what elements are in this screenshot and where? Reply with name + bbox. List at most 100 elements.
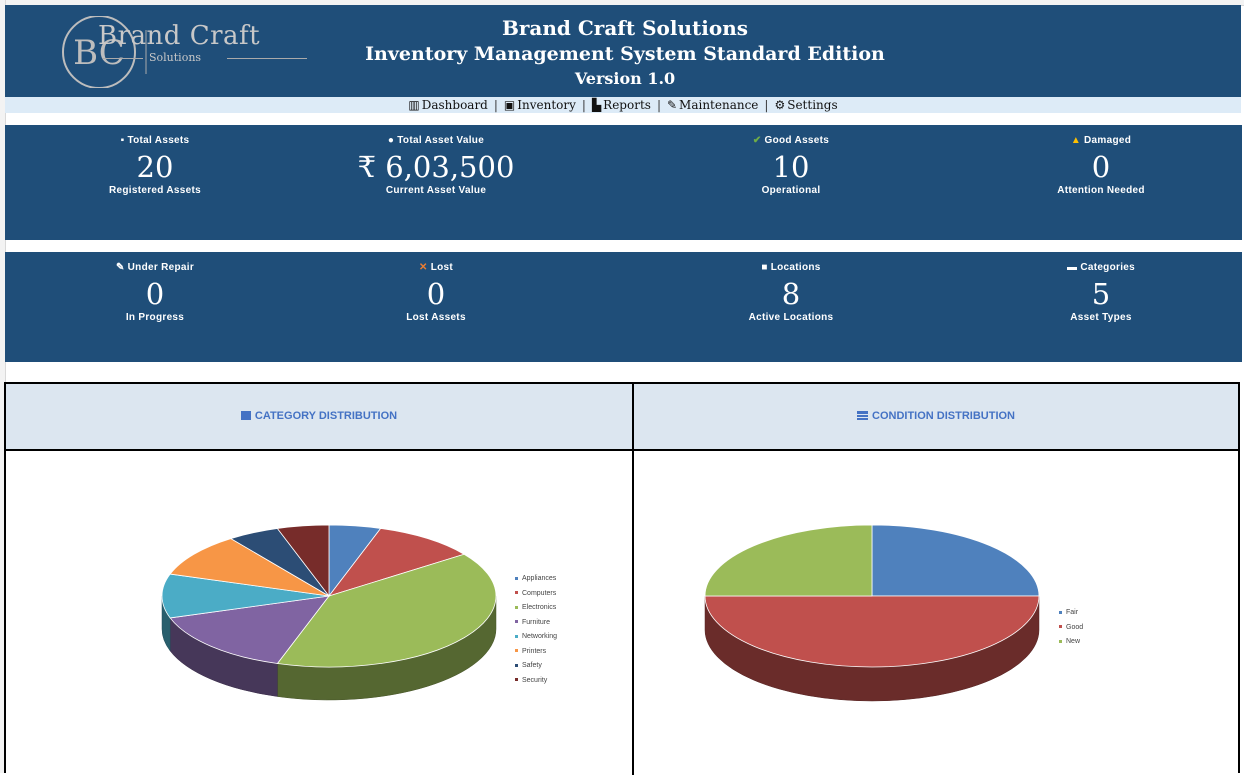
nav-inventory[interactable]: ▣ Inventory xyxy=(504,97,576,113)
condition-chart-header: CONDITION DISTRIBUTION xyxy=(634,384,1238,451)
legend-swatch xyxy=(1059,610,1062,614)
kpi-label-text: Total Asset Value xyxy=(397,135,485,146)
category-slice-security[interactable] xyxy=(276,524,330,598)
building-icon: ■ xyxy=(761,262,768,273)
brand-logo: BC xyxy=(62,16,147,88)
legend-swatch xyxy=(515,576,518,580)
category-slice-electronics[interactable] xyxy=(276,553,497,668)
kpi-label: ▬ Categories xyxy=(981,261,1221,275)
kpi-card-categories: ▬ Categories 5 Asset Types xyxy=(981,261,1221,325)
kpi-subtitle: Registered Assets xyxy=(109,185,201,196)
legend-item-printers: Printers xyxy=(515,645,557,660)
kpi-card-locations: ■ Locations 8 Active Locations xyxy=(671,261,911,325)
kpi-subtitle: Operational xyxy=(761,185,821,196)
logo-monogram: BC xyxy=(73,33,125,73)
legend-swatch xyxy=(515,591,518,595)
legend-item-fair: Fair xyxy=(1059,606,1083,621)
kpi-label: ▲ Damaged xyxy=(981,134,1221,148)
kpi-label: ✎ Under Repair xyxy=(35,261,275,275)
maintenance-icon: ✎ xyxy=(666,98,678,112)
reports-icon: ▙ xyxy=(591,98,602,112)
category-pie-chart xyxy=(161,524,497,701)
legend-label: Appliances xyxy=(522,575,557,582)
legend-item-computers: Computers xyxy=(515,587,557,602)
wrench-icon: ✎ xyxy=(115,262,125,273)
chart-divider xyxy=(632,384,634,775)
legend-label: Printers xyxy=(522,647,547,655)
condition-slice-good[interactable] xyxy=(704,595,1040,668)
kpi-card-total-assets: ▪ Total Assets 20 Registered Assets xyxy=(35,134,275,198)
legend-label: Safety xyxy=(522,662,542,669)
kpi-card-lost: ✕ Lost 0 Lost Assets xyxy=(316,261,556,325)
kpi-label: ■ Locations xyxy=(671,261,911,275)
nav-label: Dashboard xyxy=(421,98,488,112)
nav-settings[interactable]: ⚙ Settings xyxy=(774,97,837,113)
kpi-subtitle: Attention Needed xyxy=(1057,185,1145,196)
category-slice-furniture[interactable] xyxy=(169,595,330,664)
category-slice-networking[interactable] xyxy=(161,573,330,619)
kpi-label-text: Damaged xyxy=(1084,135,1132,146)
nav-separator: | xyxy=(581,98,586,112)
kpi-card-total-asset-value: ● Total Asset Value ₹ 6,03,500 Current Asse… xyxy=(316,134,556,198)
legend-swatch xyxy=(515,634,518,638)
legend-swatch xyxy=(515,620,518,624)
system-title: Inventory Management System Standard Edi… xyxy=(365,43,885,65)
legend-item-safety: Safety xyxy=(515,659,557,674)
category-slice-printers[interactable] xyxy=(169,538,330,597)
legend-swatch xyxy=(515,605,518,609)
legend-item-networking: Networking xyxy=(515,630,557,645)
kpi-card-damaged: ▲ Damaged 0 Attention Needed xyxy=(981,134,1221,198)
header-titles: Brand Craft Solutions Inventory Manageme… xyxy=(325,15,925,91)
condition-slice-fair[interactable] xyxy=(871,524,1040,597)
kpi-label-text: Lost xyxy=(430,262,453,273)
legend-swatch xyxy=(1059,625,1062,629)
legend-item-good: Good xyxy=(1059,621,1083,636)
kpi-label-text: Under Repair xyxy=(127,262,195,273)
kpi-label-text: Locations xyxy=(770,262,821,273)
nav-reports[interactable]: ▙ Reports xyxy=(592,97,651,113)
legend-label: Good xyxy=(1066,623,1084,631)
charts-area: CATEGORY DISTRIBUTION CONDITION DISTRIBU… xyxy=(4,382,1240,775)
logo-divider-left xyxy=(103,58,143,59)
kpi-value: 0 xyxy=(426,277,446,311)
kpi-value: 10 xyxy=(772,150,810,184)
nav-maintenance[interactable]: ✎ Maintenance xyxy=(667,97,758,113)
condition-pie-chart xyxy=(704,524,1040,702)
version-label: Version 1.0 xyxy=(574,69,676,88)
kpi-panel-primary: ▪ Total Assets 20 Registered Assets ● Total A… xyxy=(5,125,1242,240)
category-slice-computers[interactable] xyxy=(327,528,466,597)
legend-swatch xyxy=(515,663,518,667)
kpi-value: 8 xyxy=(781,277,801,311)
logo-divider-right xyxy=(227,58,307,59)
nav-dashboard[interactable]: ▥ Dashboard xyxy=(408,97,487,113)
nav-label: Settings xyxy=(787,98,838,112)
legend-label: New xyxy=(1066,638,1081,645)
legend-item-appliances: Appliances xyxy=(515,572,557,587)
kpi-label-text: Categories xyxy=(1080,262,1135,273)
inventory-icon: ▣ xyxy=(503,98,516,112)
nav-label: Reports xyxy=(603,98,651,112)
kpi-label: ● Total Asset Value xyxy=(316,134,556,148)
kpi-value: 20 xyxy=(136,150,174,184)
kpi-card-under-repair: ✎ Under Repair 0 In Progress xyxy=(35,261,275,325)
legend-item-furniture: Furniture xyxy=(515,616,557,631)
condition-slice-new[interactable] xyxy=(704,524,873,597)
dashboard-icon: ▥ xyxy=(408,98,420,112)
briefcase-icon: ▪ xyxy=(120,135,125,146)
legend-swatch xyxy=(515,649,518,653)
legend-item-new: New xyxy=(1059,635,1083,650)
cross-icon: ✕ xyxy=(419,262,428,273)
legend-item-electronics: Electronics xyxy=(515,601,557,616)
kpi-value: 0 xyxy=(1091,150,1111,184)
legend-label: Security xyxy=(522,676,548,684)
kpi-value: ₹ 6,03,500 xyxy=(357,150,515,184)
logo-tagline: Solutions xyxy=(149,51,202,64)
company-title: Brand Craft Solutions xyxy=(501,16,748,40)
warning-icon: ▲ xyxy=(1070,135,1082,146)
category-chart-header: CATEGORY DISTRIBUTION xyxy=(6,384,632,451)
app-header: BC Brand Craft Solutions Brand Craft Sol… xyxy=(5,5,1241,97)
nav-separator: | xyxy=(493,98,498,112)
kpi-value: 5 xyxy=(1091,277,1111,311)
category-legend: Appliances Computers Electronics Furniture N… xyxy=(515,572,557,688)
main-navigation: ▥ Dashboard | ▣ Inventory | ▙ Reports | ✎ Maintena… xyxy=(5,97,1241,113)
